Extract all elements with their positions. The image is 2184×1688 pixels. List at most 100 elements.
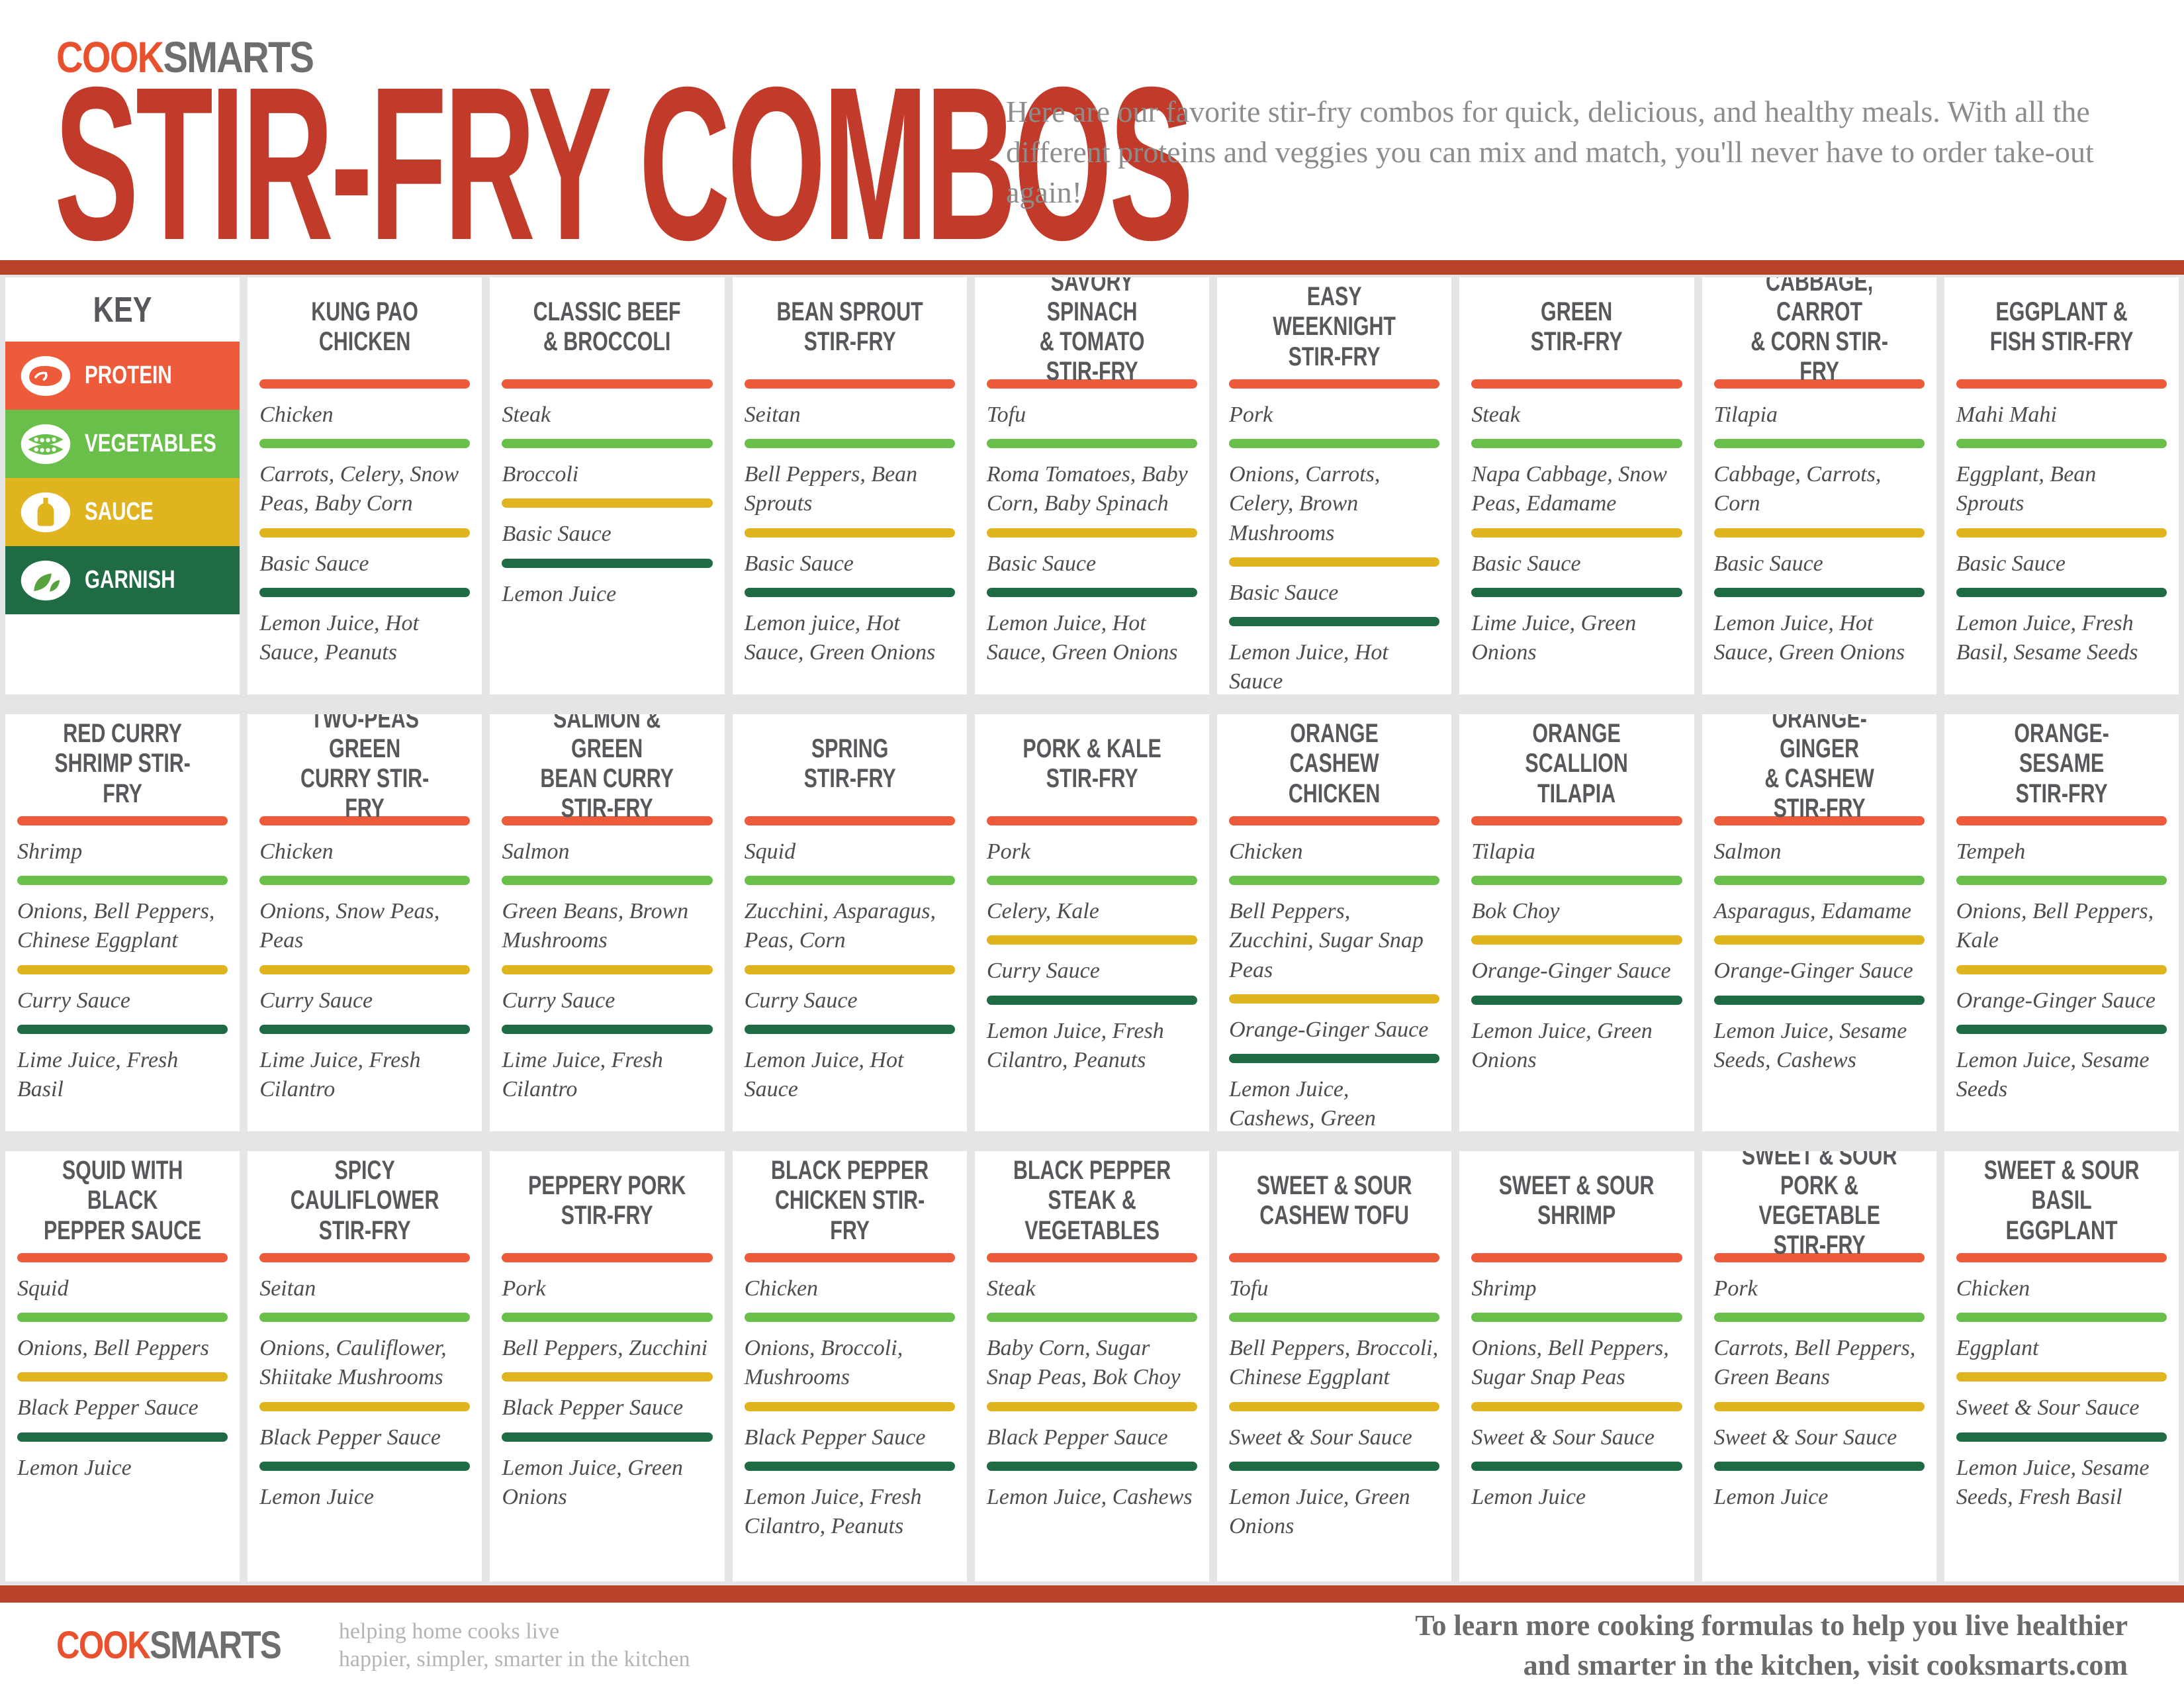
combo-title: SWEET & SOUR PORK & VEGETABLE STIR-FRY bbox=[1741, 1151, 1897, 1260]
combo-title: PEPPERY PORK STIR-FRY bbox=[528, 1170, 686, 1230]
combo-title: SQUID WITH BLACK PEPPER SAUCE bbox=[44, 1156, 202, 1245]
combo-card: ORANGE-SESAME STIR-FRY Tempeh Onions, Be… bbox=[1944, 714, 2179, 1131]
vegetables-bar bbox=[744, 876, 955, 886]
vegetables-bar bbox=[1471, 876, 1682, 886]
combo-title: SWEET & SOUR CASHEW TOFU bbox=[1256, 1170, 1412, 1230]
garnish-value: Lime Juice, Green Onions bbox=[1471, 610, 1637, 665]
garnish-bar bbox=[986, 995, 1198, 1005]
combo-title: EASY WEEKNIGHT STIR-FRY bbox=[1273, 282, 1396, 371]
protein-value: Tilapia bbox=[1471, 839, 1535, 864]
protein-bar bbox=[1229, 816, 1440, 825]
garnish-bar bbox=[1229, 1461, 1440, 1471]
garnish-value: Lemon Juice, Green Onions bbox=[1229, 1484, 1410, 1538]
logo-smarts-text: SMARTS bbox=[163, 32, 314, 81]
vegetables-value: Asparagus, Edamame bbox=[1713, 899, 1911, 924]
footer: COOKSMARTS helping home cooks live happi… bbox=[0, 1603, 2184, 1688]
combo-title: BLACK PEPPER STEAK & VEGETABLES bbox=[1013, 1156, 1171, 1245]
sauce-bar bbox=[1956, 528, 2167, 538]
vegetables-bar bbox=[1956, 876, 2167, 886]
vegetables-bar bbox=[1229, 1313, 1440, 1323]
combo-card: EGGPLANT & FISH STIR-FRY Mahi Mahi Eggpl… bbox=[1944, 277, 2179, 694]
garnish-value: Lemon Juice, Sesame Seeds bbox=[1956, 1047, 2150, 1102]
sauce-value: Basic Sauce bbox=[259, 551, 369, 576]
protein-bar bbox=[259, 379, 471, 389]
garnish-value: Lime Juice, Fresh Basil bbox=[17, 1047, 179, 1102]
vegetables-value: Celery, Kale bbox=[986, 899, 1099, 924]
combo-card: SPRING STIR-FRY Squid Zucchini, Asparagu… bbox=[732, 714, 967, 1131]
vegetables-bar bbox=[1713, 439, 1925, 449]
protein-value: Pork bbox=[1713, 1276, 1758, 1301]
combo-title: ORANGE SCALLION TILAPIA bbox=[1525, 719, 1629, 808]
garnish-bar bbox=[1713, 1461, 1925, 1471]
protein-bar bbox=[1471, 1253, 1682, 1262]
protein-bar bbox=[1713, 816, 1925, 825]
protein-bar bbox=[1956, 379, 2167, 389]
combo-title: SWEET & SOUR SHRIMP bbox=[1499, 1170, 1655, 1230]
sauce-value: Sweet & Sour Sauce bbox=[1713, 1425, 1897, 1450]
combos-grid: KEY PROTEIN bbox=[5, 277, 2179, 1581]
protein-bar bbox=[744, 379, 955, 389]
protein-bar bbox=[986, 379, 1198, 389]
vegetables-bar bbox=[1956, 1313, 2167, 1323]
garnish-bar bbox=[17, 1024, 228, 1034]
sauce-bar bbox=[1471, 935, 1682, 945]
garnish-value: Lemon Juice, Fresh Basil, Sesame Seeds bbox=[1956, 610, 2138, 665]
combo-title: PORK & KALE STIR-FRY bbox=[1023, 733, 1161, 793]
vegetables-value: Bok Choy bbox=[1471, 899, 1560, 924]
sauce-value: Basic Sauce bbox=[744, 551, 854, 576]
combo-title: CABBAGE, CARROT & CORN STIR-FRY bbox=[1750, 277, 1888, 387]
key-cell: KEY PROTEIN bbox=[5, 277, 240, 694]
protein-value: Shrimp bbox=[1471, 1276, 1537, 1301]
protein-value: Pork bbox=[1229, 402, 1273, 427]
sauce-bar bbox=[259, 964, 471, 974]
footer-left: COOKSMARTS helping home cooks live happi… bbox=[56, 1618, 690, 1673]
protein-bar bbox=[17, 1253, 228, 1262]
page-description: Here are our favorite stir-fry combos fo… bbox=[1006, 95, 2094, 210]
protein-bar bbox=[502, 379, 713, 389]
protein-value: Steak bbox=[502, 402, 551, 427]
sauce-value: Curry Sauce bbox=[259, 988, 373, 1013]
garnish-bar bbox=[1471, 587, 1682, 597]
protein-value: Chicken bbox=[259, 402, 334, 427]
sauce-value: Black Pepper Sauce bbox=[986, 1425, 1168, 1450]
key-protein-label: PROTEIN bbox=[85, 361, 172, 389]
protein-value: Seitan bbox=[259, 1276, 316, 1301]
garnish-value: Lemon Juice, Sesame Seeds, Cashews bbox=[1713, 1018, 1907, 1072]
key-sauce-label: SAUCE bbox=[85, 498, 154, 526]
footer-tagline: helping home cooks live happier, simpler… bbox=[339, 1618, 690, 1673]
vegetables-bar bbox=[502, 439, 713, 449]
garnish-value: Lemon Juice, Hot Sauce bbox=[744, 1047, 904, 1102]
combo-card: ORANGE-GINGER & CASHEW STIR-FRY Salmon A… bbox=[1702, 714, 1936, 1131]
top-accent-bar bbox=[0, 260, 2184, 275]
garnish-bar bbox=[986, 587, 1198, 597]
combo-card: PEPPERY PORK STIR-FRY Pork Bell Peppers,… bbox=[490, 1151, 725, 1581]
protein-bar bbox=[1229, 1253, 1440, 1262]
combo-card: ORANGE SCALLION TILAPIA Tilapia Bok Choy… bbox=[1459, 714, 1694, 1131]
garnish-value: Lemon Juice, Hot Sauce, Green Onions bbox=[986, 610, 1178, 665]
combo-title: EGGPLANT & FISH STIR-FRY bbox=[1989, 297, 2134, 356]
protein-value: Squid bbox=[744, 839, 796, 864]
sauce-value: Sweet & Sour Sauce bbox=[1471, 1425, 1655, 1450]
protein-bar bbox=[1713, 379, 1925, 389]
protein-bar bbox=[1471, 379, 1682, 389]
protein-bar bbox=[259, 816, 471, 825]
sauce-bar bbox=[1713, 528, 1925, 538]
combo-title: ORANGE-GINGER & CASHEW STIR-FRY bbox=[1764, 714, 1874, 823]
vegetables-value: Zucchini, Asparagus, Peas, Corn bbox=[744, 899, 936, 953]
combo-card: SWEET & SOUR SHRIMP Shrimp Onions, Bell … bbox=[1459, 1151, 1694, 1581]
key-garnish-label: GARNISH bbox=[85, 566, 175, 594]
footer-cta-line2: and smarter in the kitchen, visit cooksm… bbox=[1523, 1648, 2128, 1681]
sauce-bar bbox=[1956, 964, 2167, 974]
sauce-value: Sweet & Sour Sauce bbox=[1229, 1425, 1412, 1450]
sauce-value: Orange-Ginger Sauce bbox=[1229, 1017, 1429, 1042]
sauce-bar bbox=[502, 498, 713, 508]
protein-value: Steak bbox=[986, 1276, 1036, 1301]
garnish-bar bbox=[744, 1024, 955, 1034]
sauce-bar bbox=[744, 1401, 955, 1411]
garnish-bar bbox=[259, 1461, 471, 1471]
garnish-value: Lemon Juice, Green Onions bbox=[502, 1455, 683, 1509]
garnish-bar bbox=[1713, 995, 1925, 1005]
vegetables-value: Carrots, Bell Peppers, Green Beans bbox=[1713, 1336, 1916, 1390]
footer-tagline-line2: happier, simpler, smarter in the kitchen bbox=[338, 1646, 690, 1671]
garnish-bar bbox=[1956, 1024, 2167, 1034]
